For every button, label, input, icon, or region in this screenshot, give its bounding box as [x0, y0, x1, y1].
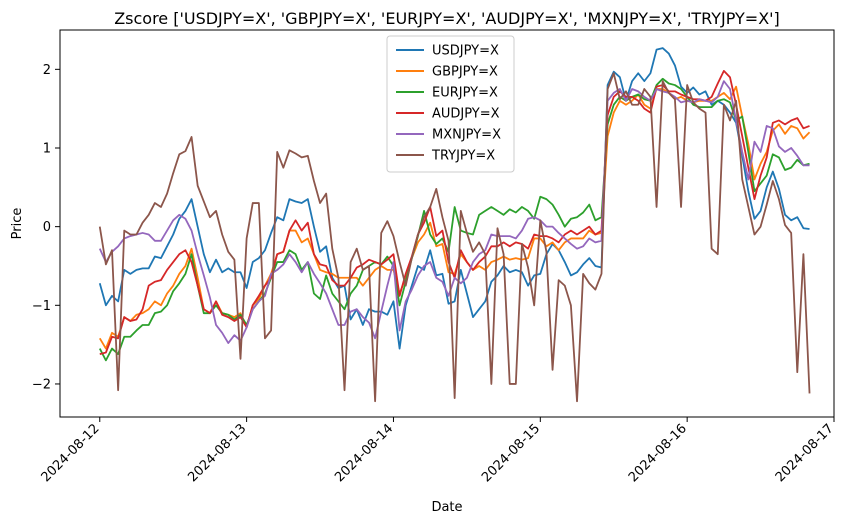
x-axis-label: Date	[431, 500, 462, 515]
y-tick-label: 0	[43, 220, 51, 235]
y-axis: −2 −1 0 1 2	[32, 63, 60, 392]
chart-title: Zscore ['USDJPY=X', 'GBPJPY=X', 'EURJPY=…	[114, 9, 780, 28]
plot-frame	[59, 29, 835, 418]
y-tick-label: −2	[32, 377, 51, 392]
y-axis-label: Price	[10, 208, 25, 240]
legend-label: AUDJPY=X	[432, 107, 500, 122]
series-line-0	[98, 47, 810, 350]
legend-label: USDJPY=X	[432, 44, 499, 59]
legend-label: GBPJPY=X	[432, 65, 498, 80]
legend-label: EURJPY=X	[432, 86, 498, 101]
series-layer	[98, 47, 811, 403]
y-tick-label: 2	[43, 63, 51, 78]
legend-label: MXNJPY=X	[432, 128, 501, 143]
series-line-5	[98, 72, 811, 403]
legend: USDJPY=X GBPJPY=X EURJPY=X AUDJPY=X MXNJPY=X…	[386, 35, 515, 173]
legend-label: TRYJPY=X	[431, 149, 495, 164]
y-tick-label: 1	[43, 141, 51, 156]
y-tick-label: −1	[32, 299, 51, 314]
series-line-4	[98, 80, 810, 344]
